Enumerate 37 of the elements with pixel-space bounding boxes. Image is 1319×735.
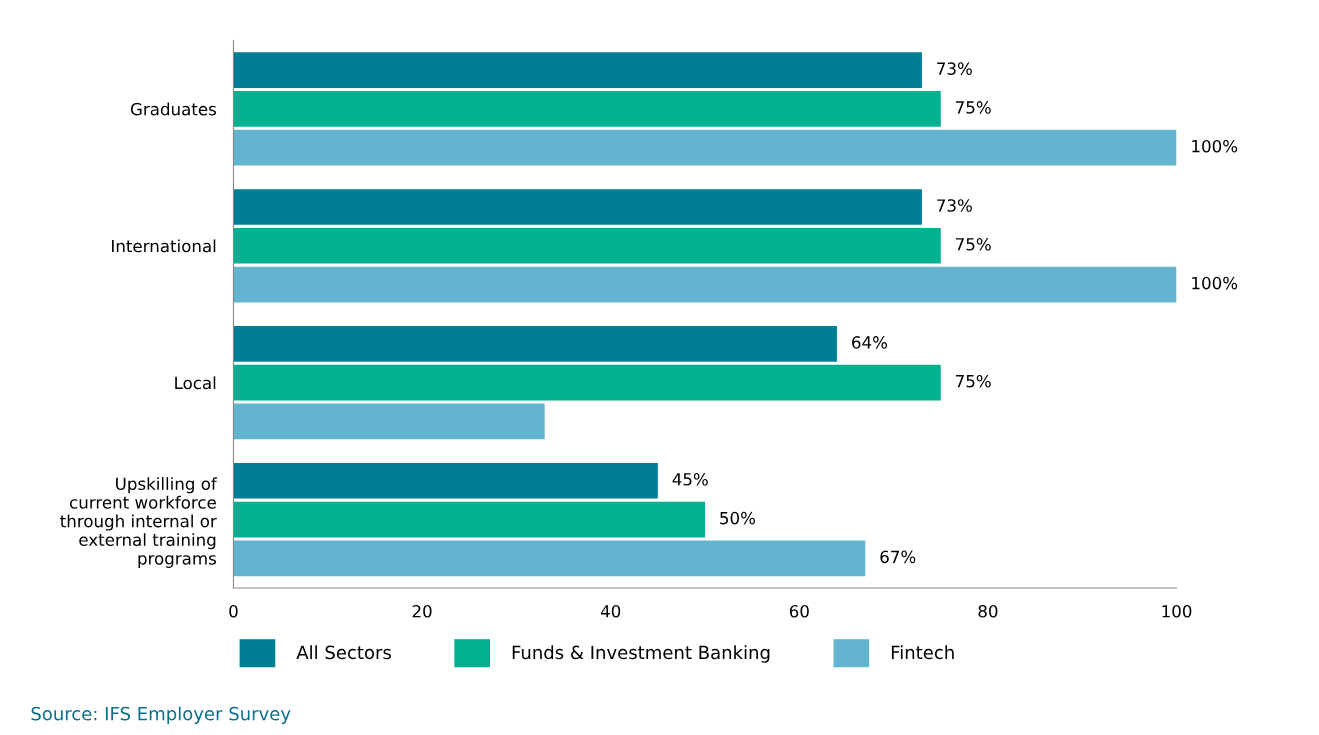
data-label: 73%	[937, 199, 972, 212]
data-label: 45%	[672, 473, 708, 486]
bar	[233, 227, 941, 264]
data-label: 50%	[720, 511, 756, 525]
y-tick-label: Graduates	[130, 102, 216, 116]
x-tick-label: 80	[978, 604, 998, 618]
data-label: 100%	[1192, 139, 1238, 153]
x-tick-label: 60	[789, 604, 809, 618]
bar	[233, 52, 922, 88]
bar	[233, 501, 706, 538]
data-label: 67%	[880, 550, 916, 564]
bar	[233, 91, 941, 127]
y-tick-label: Upskilling of current workforce through internal or external training programs	[60, 477, 218, 568]
bar	[233, 326, 838, 362]
bar	[233, 364, 941, 401]
source-note: Source: IFS Employer Survey	[31, 706, 291, 724]
legend-label: Funds & Investment Banking	[512, 645, 770, 663]
y-tick-label: International	[112, 239, 216, 253]
bar	[233, 540, 866, 577]
legend-label: All Sectors	[296, 645, 391, 660]
bar	[233, 403, 545, 440]
bar	[233, 129, 1177, 166]
y-tick-label: Local	[175, 376, 216, 390]
x-tick-label: 20	[412, 604, 432, 618]
data-label: 73%	[937, 62, 972, 75]
data-label: 75%	[956, 101, 991, 114]
data-label: 64%	[852, 336, 888, 349]
data-label: 100%	[1192, 276, 1238, 290]
legend-label: Fintech	[891, 645, 954, 660]
bar	[233, 266, 1177, 303]
data-label: 75%	[956, 374, 991, 388]
data-label: 75%	[956, 237, 991, 251]
bar	[233, 462, 658, 499]
x-tick-label: 40	[600, 604, 621, 618]
x-tick-label: 100	[1162, 604, 1192, 618]
x-tick-label: 0	[229, 604, 238, 618]
bar	[233, 189, 922, 225]
